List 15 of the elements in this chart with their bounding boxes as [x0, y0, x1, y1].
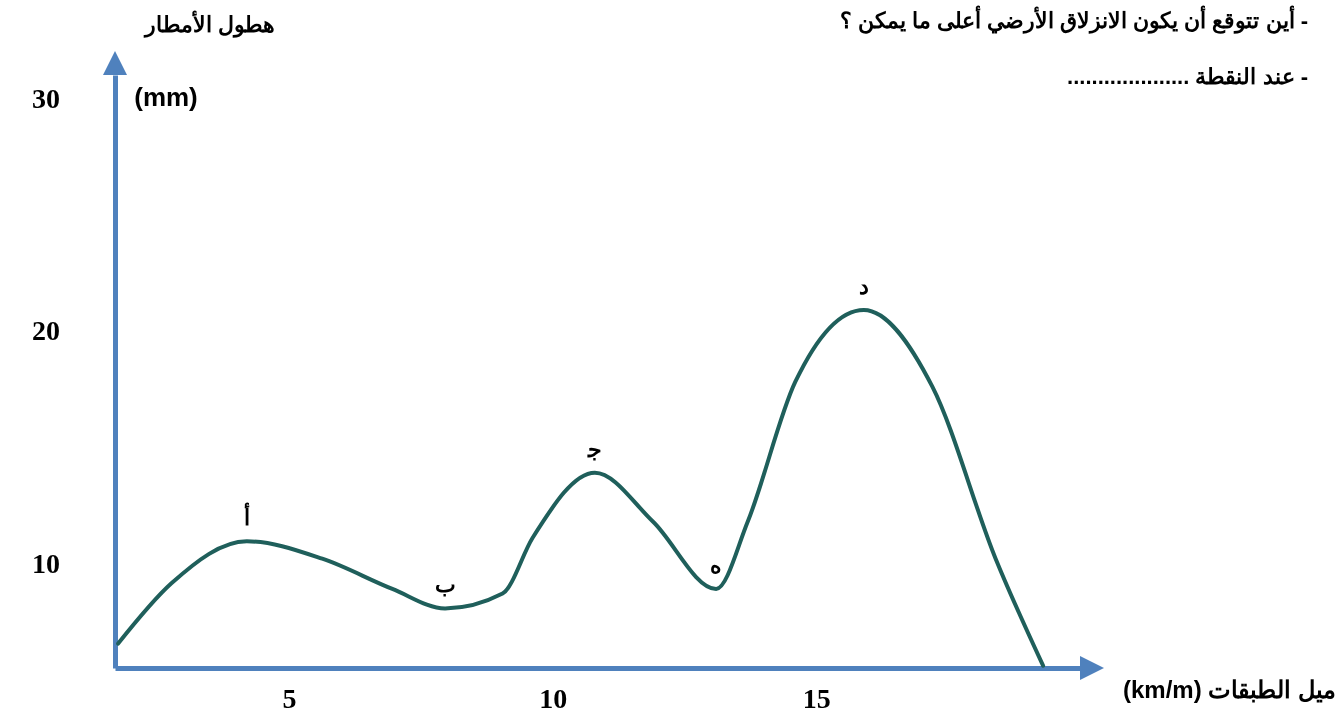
- x-axis-title: ميل الطبقات (km/m): [1122, 676, 1336, 703]
- x-tick-label: 5: [282, 682, 297, 714]
- annotation: د: [858, 273, 869, 299]
- annotation: - عند النقطة ....................: [1067, 64, 1308, 89]
- x-tick-label: 10: [539, 682, 568, 714]
- annotation: ﺟ: [586, 436, 602, 462]
- y-tick-label: 10: [32, 547, 60, 579]
- line-series: [116, 307, 1046, 668]
- text: - أين تتوقع أن يكون الانزلاق الأرضي أعلى ما يمكن ؟: [839, 5, 1308, 34]
- annotation: ب: [434, 572, 456, 598]
- annotation: ه: [710, 552, 723, 578]
- annotation: أ: [243, 502, 250, 531]
- y-tick-label: 30: [32, 82, 60, 114]
- y-tick-label: 20: [32, 315, 60, 347]
- x-tick-label: 15: [802, 682, 831, 714]
